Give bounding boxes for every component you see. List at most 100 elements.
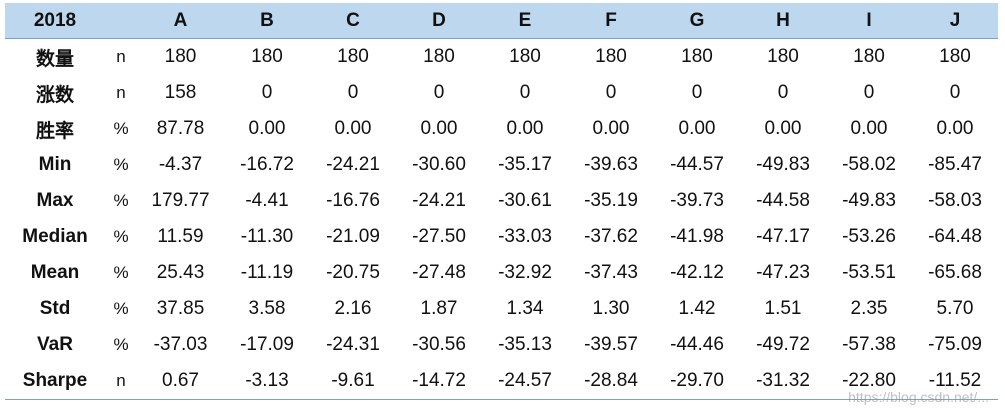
table-cell: -42.12 [670, 262, 724, 283]
table-row: 数量 n 180 180 180 180 180 180 180 180 180 180 [5, 39, 998, 76]
header-row: 2018 A B C D E F G H I J [5, 3, 998, 39]
year-header: 2018 [5, 3, 105, 39]
table-cell: 25.43 [156, 262, 205, 283]
table-cell: 0 [691, 82, 703, 103]
table-cell: -28.84 [584, 370, 638, 391]
table-cell: 180 [939, 46, 971, 67]
column-header: I [826, 3, 912, 39]
table-cell: 2.35 [850, 298, 888, 319]
table-cell: 158 [164, 82, 197, 103]
table-cell: 0.00 [764, 118, 802, 139]
table-cell: 0 [433, 82, 445, 103]
row-label: 数量 [35, 48, 74, 70]
table-cell: -37.03 [153, 334, 208, 355]
table-cell: 1.87 [420, 298, 458, 319]
table-cell: -53.26 [842, 226, 896, 247]
table-cell: 37.85 [156, 298, 205, 319]
table-cell: 0 [519, 82, 531, 103]
table-cell: -17.09 [240, 334, 294, 355]
table-cell: -58.02 [842, 154, 896, 175]
table-cell: -53.51 [842, 262, 896, 283]
row-unit: % [113, 227, 129, 246]
table-cell: 180 [681, 46, 713, 67]
column-header: B [224, 3, 310, 39]
unit-header [105, 3, 137, 39]
table-cell: 0.00 [334, 118, 372, 139]
row-unit: % [113, 155, 129, 174]
table-cell: -44.57 [670, 154, 724, 175]
column-header: A [137, 3, 224, 39]
table-cell: -64.48 [928, 226, 982, 247]
table-cell: -35.17 [498, 154, 552, 175]
row-unit: % [113, 119, 129, 138]
row-label: 胜率 [35, 120, 74, 142]
column-header: G [654, 3, 740, 39]
table-cell: -9.61 [331, 370, 375, 391]
table-cell: 180 [853, 46, 885, 67]
table-row: 胜率% 87.78 0.00 0.00 0.00 0.00 0.00 0.00 0.00 0.00… [5, 111, 998, 147]
table-cell: -47.17 [756, 226, 810, 247]
table-cell: -39.73 [670, 190, 724, 211]
row-unit: n [116, 83, 126, 102]
column-header: C [310, 3, 396, 39]
table-cell: -37.43 [584, 262, 638, 283]
stats-table-container: 2018 A B C D E F G H I J 数量 n 180 180 180 180… [5, 3, 998, 400]
column-header: D [396, 3, 482, 39]
table-cell: -39.63 [584, 154, 638, 175]
table-cell: 1.34 [506, 298, 544, 319]
table-cell: 180 [423, 46, 455, 67]
table-cell: -4.41 [245, 190, 289, 211]
table-row: Std% 37.85 3.58 2.16 1.87 1.34 1.30 1.42 1.51 2.3… [5, 291, 998, 327]
table-cell: -37.62 [584, 226, 638, 247]
row-unit: % [113, 191, 129, 210]
table-cell: -24.31 [326, 334, 380, 355]
table-cell: -27.50 [412, 226, 466, 247]
table-cell: -49.72 [756, 334, 810, 355]
table-cell: -85.47 [928, 154, 982, 175]
table-cell: 180 [164, 46, 197, 67]
table-cell: 180 [337, 46, 369, 67]
row-unit: n [116, 47, 126, 66]
table-cell: -49.83 [756, 154, 810, 175]
row-unit: % [113, 299, 129, 318]
table-cell: 0.00 [248, 118, 286, 139]
table-cell: -30.60 [412, 154, 466, 175]
table-cell: -11.52 [928, 370, 982, 391]
row-label: Std [39, 298, 71, 319]
table-cell: -33.03 [498, 226, 552, 247]
column-header: F [568, 3, 654, 39]
table-cell: 0.00 [678, 118, 716, 139]
table-cell: 179.77 [151, 190, 210, 211]
table-cell: -24.21 [412, 190, 466, 211]
table-cell: -16.76 [326, 190, 380, 211]
stats-table: 2018 A B C D E F G H I J 数量 n 180 180 180 180… [5, 3, 998, 400]
table-cell: -24.57 [498, 370, 552, 391]
table-cell: -30.56 [412, 334, 466, 355]
table-cell: 0 [863, 82, 875, 103]
column-header: J [912, 3, 998, 39]
table-cell: 1.51 [764, 298, 802, 319]
table-cell: -30.61 [498, 190, 552, 211]
table-cell: -47.23 [756, 262, 810, 283]
table-cell: -29.70 [670, 370, 724, 391]
table-cell: 1.30 [592, 298, 630, 319]
table-cell: -16.72 [240, 154, 294, 175]
row-label: Min [38, 154, 72, 175]
row-label: VaR [37, 334, 73, 355]
column-header: E [482, 3, 568, 39]
row-label: 涨数 [35, 84, 74, 106]
table-cell: -44.46 [670, 334, 724, 355]
row-unit: n [116, 371, 126, 390]
table-cell: 0 [261, 82, 273, 103]
table-cell: -14.72 [412, 370, 466, 391]
row-label: Mean [30, 262, 80, 283]
table-row: Mean% 25.43 -11.19 -20.75 -27.48 -32.92 -37.43… [5, 255, 998, 291]
table-cell: 0.00 [506, 118, 544, 139]
table-cell: -75.09 [928, 334, 982, 355]
column-header: H [740, 3, 826, 39]
table-cell: 1.42 [678, 298, 716, 319]
table-cell: -3.13 [245, 370, 289, 391]
table-row: Max% 179.77 -4.41 -16.76 -24.21 -30.61 -35.19 -… [5, 183, 998, 219]
table-cell: -27.48 [412, 262, 466, 283]
table-cell: -24.21 [326, 154, 380, 175]
